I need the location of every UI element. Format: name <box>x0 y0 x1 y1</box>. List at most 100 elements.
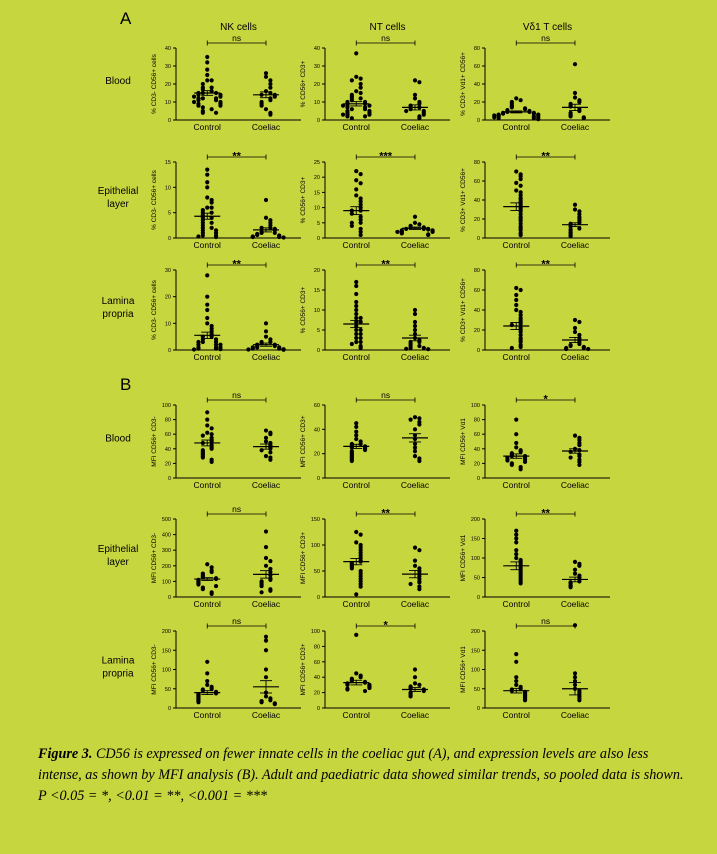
data-point <box>354 335 359 341</box>
data-point <box>358 196 363 201</box>
data-point <box>268 577 273 582</box>
row-label: propria <box>102 309 134 320</box>
data-point <box>263 197 269 203</box>
data-point <box>581 116 586 121</box>
data-point <box>354 421 359 426</box>
data-point <box>358 532 363 537</box>
data-point <box>349 116 354 121</box>
y-tick-label: 400 <box>162 533 171 539</box>
data-point <box>395 229 400 235</box>
y-tick-label: 0 <box>477 348 480 354</box>
scatter-plot-3: 0 5 10 15 % CD3- CD56+ cells Control Coeliac ** <box>151 151 301 250</box>
row-label: propria <box>102 669 134 680</box>
y-tick-label: 20 <box>314 452 320 458</box>
data-point <box>408 694 413 699</box>
y-tick-label: 15 <box>165 160 171 166</box>
y-tick-label: 0 <box>168 476 171 482</box>
data-point <box>268 566 273 572</box>
data-point <box>518 332 523 338</box>
data-point <box>514 682 519 688</box>
data-point <box>205 321 210 326</box>
data-point <box>572 325 578 331</box>
data-point <box>358 199 363 204</box>
y-tick-label: 50 <box>314 569 320 575</box>
data-point <box>518 233 523 238</box>
y-tick-label: 50 <box>474 687 480 693</box>
data-point <box>577 332 582 338</box>
data-point <box>572 202 578 207</box>
data-point <box>268 112 273 117</box>
y-axis-label: % CD56+ CD3+ <box>300 60 307 107</box>
y-axis-label: MFI CD56+ Vd1 <box>460 534 467 581</box>
y-tick-label: 0 <box>168 236 171 242</box>
data-point <box>358 232 363 238</box>
y-tick-label: 100 <box>471 403 480 409</box>
data-point <box>354 433 359 438</box>
y-axis-label: % CD3- CD56+ cells <box>151 169 158 230</box>
data-point <box>568 585 573 590</box>
data-point <box>399 231 404 236</box>
x-tick-label: Control <box>503 122 531 132</box>
y-tick-label: 150 <box>311 517 320 523</box>
data-point <box>417 416 422 421</box>
figure-label: Figure 3. <box>38 746 93 762</box>
data-point <box>412 675 418 680</box>
data-point <box>200 105 205 110</box>
y-tick-label: 80 <box>165 418 171 424</box>
y-tick-label: 20 <box>474 328 480 334</box>
data-point <box>340 112 346 117</box>
data-point <box>577 462 582 467</box>
scatter-plot-1: 0 10 20 30 40 % CD56+ CD3+ Control Coeliac ns <box>300 33 450 132</box>
y-tick-label: 80 <box>474 418 480 424</box>
y-tick-label: 40 <box>314 675 320 681</box>
data-point <box>205 682 210 688</box>
data-point <box>281 347 286 352</box>
data-point <box>354 424 359 429</box>
data-point <box>354 303 359 309</box>
data-point <box>263 555 269 561</box>
data-point <box>205 180 210 185</box>
data-point <box>367 685 372 691</box>
data-point <box>412 563 418 568</box>
x-tick-label: Coeliac <box>252 599 281 609</box>
data-point <box>572 675 578 680</box>
data-point <box>518 344 523 350</box>
data-point <box>218 347 223 352</box>
data-point <box>272 94 277 99</box>
data-point <box>268 81 273 87</box>
x-tick-label: Coeliac <box>561 240 590 250</box>
data-point <box>209 225 214 230</box>
data-point <box>412 220 418 225</box>
data-point <box>412 319 418 325</box>
y-tick-label: 200 <box>162 564 171 570</box>
data-point <box>358 214 363 219</box>
y-tick-label: 200 <box>471 629 480 635</box>
data-point <box>518 183 523 188</box>
data-point <box>412 449 418 454</box>
y-tick-label: 100 <box>162 403 171 409</box>
data-point <box>196 582 201 587</box>
y-axis-label: MFI CD56+ CD3+ <box>300 643 307 695</box>
data-point <box>358 81 363 87</box>
data-point <box>349 341 354 347</box>
data-point <box>196 346 201 351</box>
data-point <box>412 415 418 420</box>
data-point <box>417 80 422 85</box>
data-point <box>358 90 363 96</box>
data-point <box>205 294 210 299</box>
y-axis-label: MFI CD56+ Vd1 <box>460 646 467 693</box>
data-point <box>263 439 269 444</box>
data-point <box>340 103 346 108</box>
y-tick-label: 50 <box>165 687 171 693</box>
y-tick-label: 60 <box>474 64 480 70</box>
data-point <box>572 329 578 335</box>
significance-label: ns <box>232 504 241 514</box>
x-tick-label: Coeliac <box>561 710 590 720</box>
data-point <box>209 107 214 112</box>
data-point <box>191 94 197 99</box>
data-point <box>518 309 523 315</box>
data-point <box>205 205 210 210</box>
y-tick-label: 80 <box>314 644 320 650</box>
data-point <box>205 67 210 72</box>
data-point <box>426 347 431 352</box>
